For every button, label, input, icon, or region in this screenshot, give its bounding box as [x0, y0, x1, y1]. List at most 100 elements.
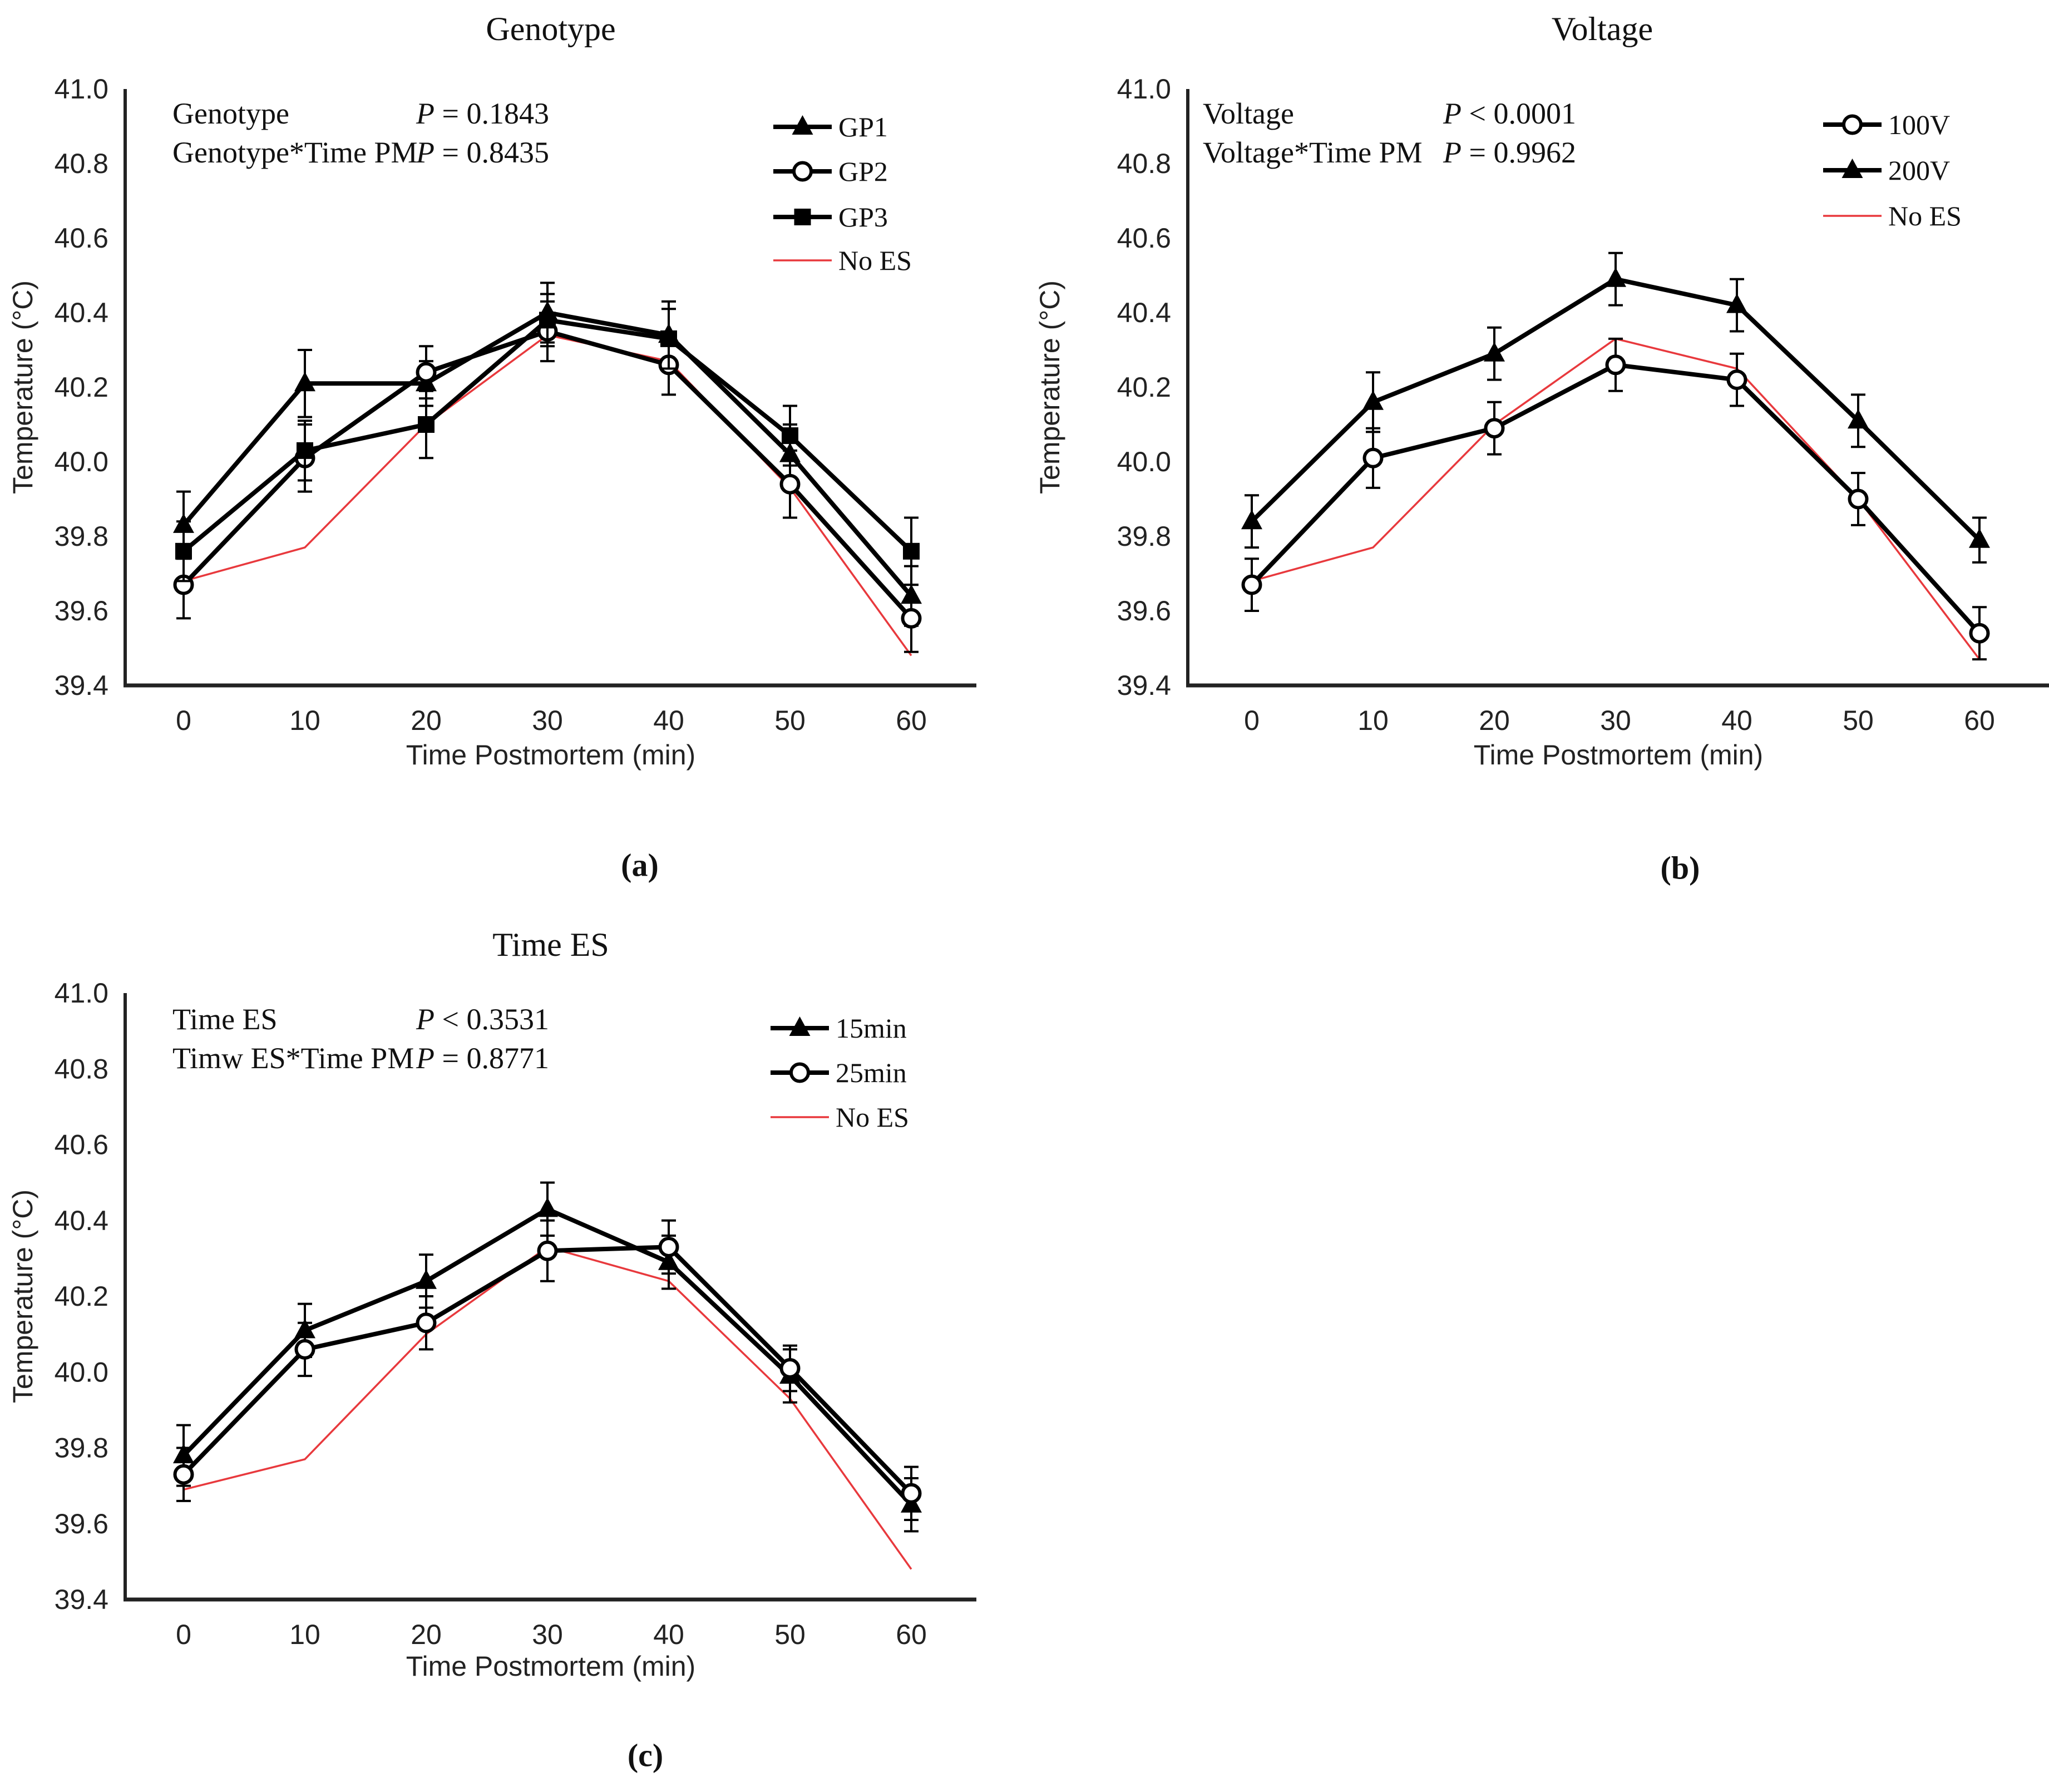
panel-genotype: Genotype 41.0 40.8 40.6 40.4 40.2 40.0 39.8 39.6… [0, 0, 1024, 896]
marker-circle [901, 1483, 922, 1504]
legend-label: 200V [1888, 155, 1950, 186]
y-tick-label: 39.6 [55, 595, 108, 626]
y-tick-label: 40.6 [1117, 223, 1171, 254]
legend-label: GP3 [838, 201, 888, 233]
chart-time-es-canvas: Time ES 41.0 40.8 40.6 40.4 40.2 40.0 39.8 39.6 3… [7, 926, 976, 1682]
marker-circle [1726, 369, 1747, 391]
y-tick-label: 40.8 [1117, 148, 1171, 179]
x-axis-title: Time Postmortem (min) [406, 1651, 695, 1682]
marker-circle [1605, 354, 1626, 376]
x-tick-label: 10 [289, 1619, 320, 1650]
annotation-label: Genotype*Time PM [172, 136, 418, 169]
annotation-p-value: P = 0.8771 [416, 1041, 549, 1075]
y-tick-label: 40.2 [55, 372, 108, 403]
annotation-p-value: P = 0.1843 [416, 97, 549, 130]
marker-triangle [792, 115, 813, 135]
legend-item-25min: 25min [771, 1057, 907, 1088]
x-tick-label: 60 [896, 705, 927, 736]
x-tick-label: 0 [1244, 705, 1260, 736]
legend-label: No ES [838, 245, 912, 276]
y-tick-label: 40.0 [55, 1356, 108, 1388]
annotation-p-value: P < 0.3531 [416, 1003, 549, 1036]
series-200v [1241, 251, 1990, 564]
x-tick-label: 40 [1721, 705, 1752, 736]
y-tick-label: 39.4 [55, 670, 108, 701]
x-tick-label: 40 [653, 1619, 684, 1650]
series-line [183, 1246, 912, 1570]
marker-triangle [1969, 528, 1990, 548]
marker-circle [294, 1339, 315, 1360]
marker-triangle [1726, 293, 1747, 313]
y-tick-label: 39.8 [1117, 521, 1171, 552]
y-tick-label: 40.4 [55, 297, 108, 328]
annotation-p-value: P = 0.8435 [416, 136, 549, 169]
marker-circle [416, 1312, 437, 1334]
marker-triangle [1241, 510, 1262, 530]
marker-circle [901, 608, 922, 629]
legend-item-gp1: GP1 [773, 111, 888, 142]
legend-label: GP2 [838, 156, 888, 187]
x-axis-title: Time Postmortem (min) [1474, 739, 1763, 771]
marker-square [782, 427, 798, 445]
marker-circle [779, 473, 801, 495]
marker-triangle [537, 1197, 558, 1217]
chart-voltage-canvas: Voltage 41.0 40.8 40.6 40.4 40.2 40.0 39.8 39.6 3… [1034, 11, 2049, 771]
marker-circle [1484, 418, 1505, 439]
legend-label: 25min [836, 1057, 907, 1088]
annotation-label: Voltage [1203, 97, 1294, 130]
x-tick-label: 60 [1964, 705, 1995, 736]
series-line [1250, 362, 1981, 635]
x-tick-label: 60 [896, 1619, 927, 1650]
marker-circle [537, 1240, 558, 1261]
legend-item-15min: 15min [771, 1013, 907, 1044]
marker-circle [1848, 488, 1869, 510]
marker-triangle [1484, 342, 1505, 362]
legend-label: No ES [1888, 200, 1962, 231]
caption-a: (a) [621, 847, 659, 883]
marker-circle [173, 1464, 194, 1485]
x-tick-label: 20 [411, 1619, 442, 1650]
annotation-label: Voltage*Time PM [1203, 136, 1423, 169]
y-tick-label: 39.8 [55, 521, 108, 552]
marker-square [794, 209, 811, 225]
y-tick-label: 41.0 [55, 73, 108, 105]
legend-item-no-es: No ES [771, 1102, 909, 1133]
series-gp3 [175, 293, 920, 586]
chart-title: Time ES [492, 926, 609, 963]
marker-triangle [416, 1269, 437, 1289]
marker-triangle [789, 1016, 811, 1036]
legend-item-gp2: GP2 [773, 156, 888, 187]
caption-c: (c) [627, 1737, 664, 1774]
marker-circle [1969, 623, 1990, 644]
x-tick-label: 50 [774, 705, 806, 736]
marker-triangle [1362, 390, 1384, 410]
annotation-p-value: P = 0.9962 [1443, 136, 1576, 169]
x-tick-label: 10 [289, 705, 320, 736]
marker-triangle [1841, 159, 1863, 178]
panel-voltage: Voltage 41.0 40.8 40.6 40.4 40.2 40.0 39.8 39.6 3… [1025, 0, 2049, 896]
x-tick-label: 30 [532, 705, 563, 736]
legend-item-gp3: GP3 [773, 201, 888, 233]
legend-item-no-es: No ES [1823, 200, 1962, 231]
y-tick-label: 40.2 [55, 1281, 108, 1312]
x-tick-label: 0 [176, 705, 191, 736]
marker-square [297, 442, 313, 459]
y-tick-label: 39.6 [55, 1508, 108, 1539]
x-axis-title: Time Postmortem (min) [406, 739, 695, 771]
legend-label: GP1 [838, 111, 888, 142]
annotation-p-value: P < 0.0001 [1443, 97, 1576, 130]
y-tick-label: 39.6 [1117, 595, 1171, 626]
x-tick-label: 20 [1479, 705, 1510, 736]
marker-circle [658, 1236, 679, 1257]
panel-time-es: Time ES 41.0 40.8 40.6 40.4 40.2 40.0 39.8 39.6 3… [0, 924, 1024, 1792]
marker-triangle [1848, 409, 1869, 429]
legend-item-no-es: No ES [773, 245, 912, 276]
caption-b: (b) [1660, 850, 1700, 886]
y-tick-label: 40.4 [55, 1205, 108, 1236]
marker-triangle [294, 372, 315, 392]
x-tick-label: 40 [653, 705, 684, 736]
y-tick-label: 40.8 [55, 1053, 108, 1084]
marker-square [539, 312, 556, 329]
chart-genotype-canvas: Genotype 41.0 40.8 40.6 40.4 40.2 40.0 39.8 39.6… [7, 11, 976, 771]
